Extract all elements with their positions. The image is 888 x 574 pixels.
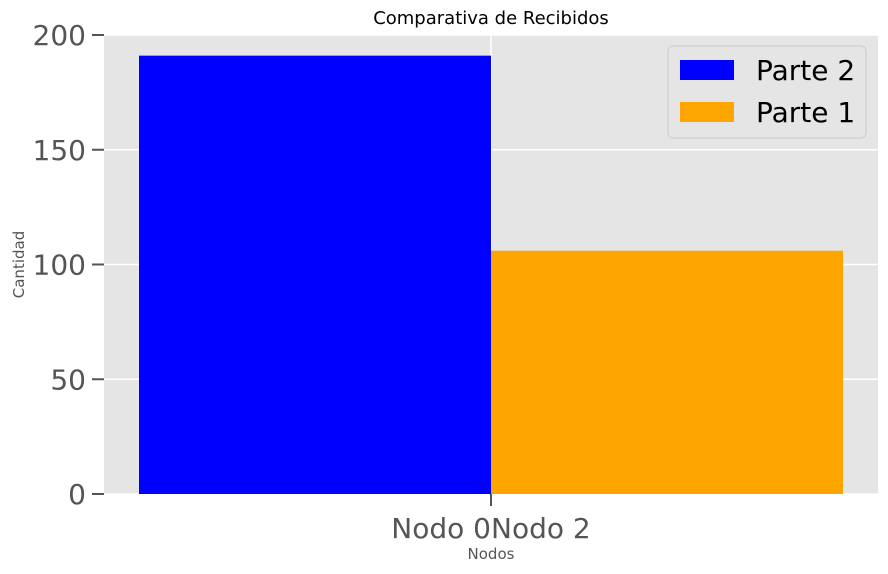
x-tick-label-part: Nodo 2 xyxy=(491,512,591,545)
x-axis: Nodo 0Nodo 2 xyxy=(391,494,591,545)
y-tick-label: 150 xyxy=(33,134,86,167)
bars xyxy=(139,55,843,494)
legend-swatch xyxy=(680,102,734,122)
x-axis-label: Nodos xyxy=(468,545,515,563)
y-tick-label: 0 xyxy=(68,478,86,511)
legend-label: Parte 2 xyxy=(756,54,855,87)
bar-parte-2 xyxy=(139,55,491,494)
y-tick-label: 100 xyxy=(33,249,86,282)
bar-parte-1 xyxy=(491,250,843,494)
y-tick-label: 200 xyxy=(33,19,86,52)
legend-swatch xyxy=(680,60,734,80)
chart-title: Comparativa de Recibidos xyxy=(373,8,609,29)
x-tick-label-part: Nodo 0 xyxy=(391,512,491,545)
y-axis: 0 50 100 150 200 xyxy=(33,19,104,511)
legend-label: Parte 1 xyxy=(756,96,855,129)
legend: Parte 2 Parte 1 xyxy=(667,45,867,139)
y-tick-label: 50 xyxy=(50,363,86,396)
x-tick-label: Nodo 0Nodo 2 xyxy=(391,512,590,545)
y-axis-label: Cantidad xyxy=(10,231,28,298)
